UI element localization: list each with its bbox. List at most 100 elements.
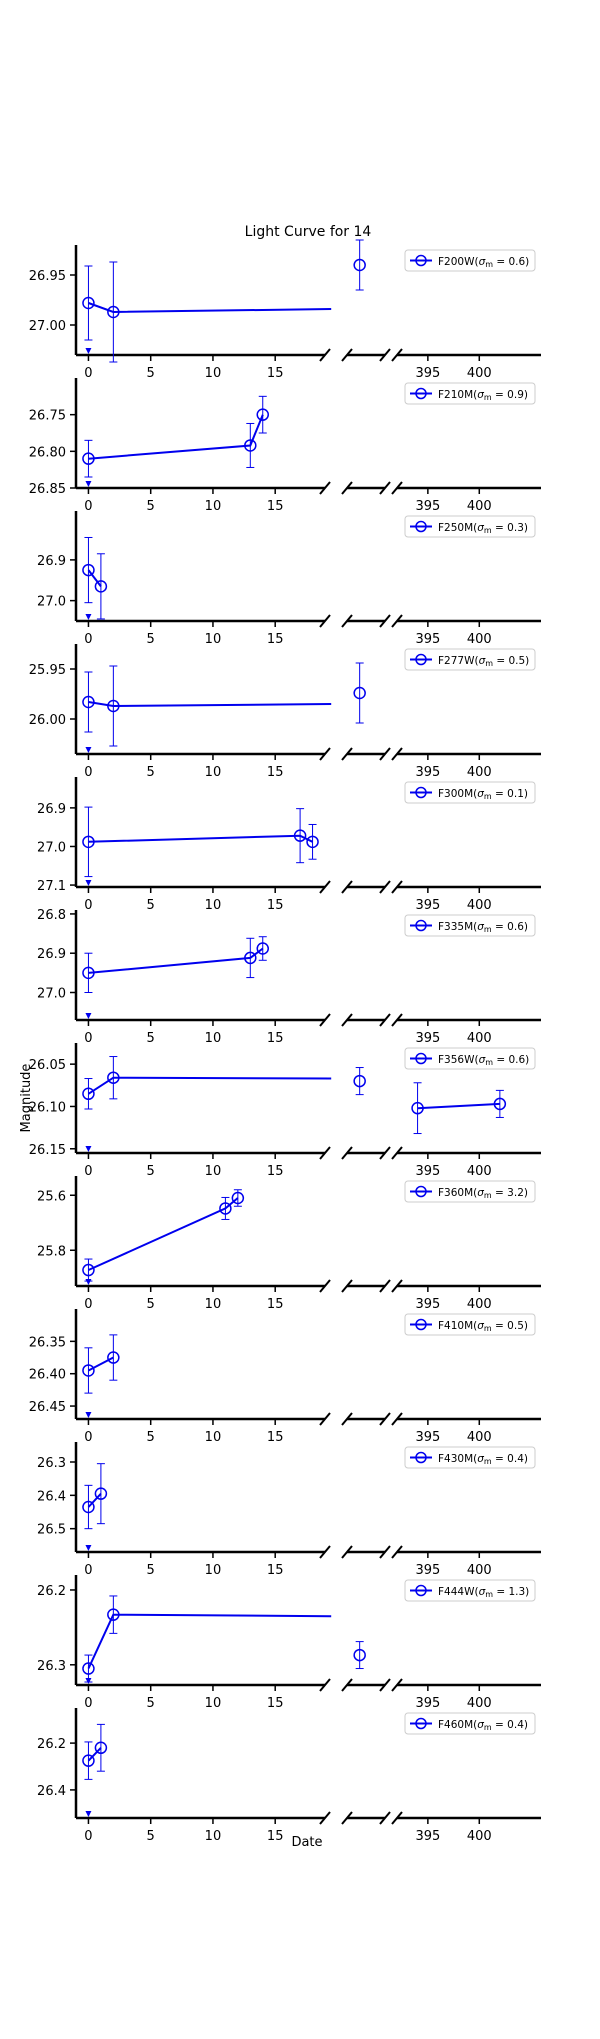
data-point bbox=[231, 1191, 245, 1205]
x-tick-label: 395 bbox=[415, 1430, 440, 1445]
x-tick-label: 10 bbox=[205, 1829, 222, 1844]
data-point bbox=[107, 305, 120, 319]
x-tick-label: 400 bbox=[467, 499, 492, 514]
axis-break-mark bbox=[319, 614, 331, 628]
y-tick-label: 26.80 bbox=[29, 445, 66, 460]
x-tick-label: 5 bbox=[147, 898, 155, 913]
legend-marker bbox=[415, 919, 427, 932]
legend-marker bbox=[415, 1318, 427, 1331]
legend-box bbox=[404, 382, 536, 405]
y-tick-label: 26.5 bbox=[37, 1523, 66, 1538]
legend-box bbox=[404, 1313, 536, 1336]
x-tick-label: 5 bbox=[147, 1563, 155, 1578]
axis-break-mark bbox=[379, 348, 391, 362]
y-tick-label: 26.2 bbox=[37, 1737, 66, 1752]
legend-marker bbox=[415, 520, 427, 533]
series-line bbox=[87, 569, 102, 588]
x-tick-label: 15 bbox=[267, 632, 284, 647]
x-tick-label: 5 bbox=[147, 632, 155, 647]
x-tick-label: 10 bbox=[205, 1696, 222, 1711]
axis-break-mark bbox=[391, 481, 403, 495]
data-point bbox=[107, 1071, 120, 1084]
x-tick-label: 15 bbox=[267, 1031, 284, 1046]
legend-box bbox=[404, 249, 536, 272]
x-tick-label: 0 bbox=[84, 499, 92, 514]
limit-arrow-icon bbox=[85, 1412, 92, 1418]
x-tick-label: 395 bbox=[415, 765, 440, 780]
x-tick-label: 5 bbox=[147, 366, 155, 381]
data-point bbox=[94, 1487, 108, 1500]
x-tick-label: 400 bbox=[467, 765, 492, 780]
data-point bbox=[82, 966, 95, 980]
x-tick-label: 0 bbox=[84, 765, 92, 780]
legend-label: F210M(σm = 0.9) bbox=[438, 389, 528, 402]
x-tick-label: 15 bbox=[267, 1696, 284, 1711]
legend-marker bbox=[415, 1717, 427, 1730]
x-tick-label: 0 bbox=[84, 1563, 92, 1578]
data-point bbox=[411, 1101, 424, 1115]
y-tick-label: 26.4 bbox=[37, 1784, 66, 1799]
legend: F356W(σm = 0.6) bbox=[404, 1047, 536, 1070]
legend: F410M(σm = 0.5) bbox=[404, 1313, 536, 1336]
data-point bbox=[256, 408, 269, 421]
legend-box bbox=[404, 781, 536, 804]
series-line bbox=[417, 1102, 500, 1110]
data-point bbox=[493, 1097, 507, 1111]
y-tick-label: 27.0 bbox=[37, 987, 66, 1002]
axis-break-mark bbox=[341, 1811, 353, 1825]
x-tick-label: 0 bbox=[84, 366, 92, 381]
y-tick-label: 26.8 bbox=[37, 908, 66, 923]
y-tick-label: 25.8 bbox=[37, 1244, 66, 1259]
x-tick-label: 10 bbox=[205, 632, 222, 647]
x-tick-label: 400 bbox=[467, 1829, 492, 1844]
panel-F356W: 26.05 26.10 26.15 0 5 10 15 395 400 F356W(σm = 0.… bbox=[29, 1043, 541, 1179]
legend-marker bbox=[415, 786, 427, 799]
series-line bbox=[88, 701, 332, 708]
data-point bbox=[82, 1754, 95, 1767]
limit-arrow-icon bbox=[85, 747, 92, 753]
x-tick-label: 10 bbox=[205, 1031, 222, 1046]
panel-F360M: 25.6 25.8 0 5 10 15 395 400 F360M(σm = 3.2) bbox=[37, 1176, 541, 1312]
legend: F444W(σm = 1.3) bbox=[404, 1579, 536, 1602]
legend-label: F460M(σm = 0.4) bbox=[438, 1719, 528, 1732]
x-tick-label: 5 bbox=[147, 1031, 155, 1046]
legend: F250M(σm = 0.3) bbox=[404, 515, 536, 538]
legend-box bbox=[404, 515, 536, 538]
legend-label: F200W(σm = 0.6) bbox=[438, 256, 529, 269]
y-tick-label: 26.75 bbox=[29, 409, 66, 424]
y-tick-label: 26.9 bbox=[37, 802, 66, 817]
panel-F444W: 26.2 26.3 0 5 10 15 395 400 F444W(σm = 1.3) bbox=[37, 1575, 541, 1711]
legend: F277W(σm = 0.5) bbox=[404, 648, 536, 671]
axis-break-mark bbox=[391, 1678, 403, 1692]
limit-arrow-icon bbox=[85, 880, 92, 886]
data-point bbox=[82, 1263, 95, 1277]
panel-F210M: 26.75 26.80 26.85 0 5 10 15 395 400 F210M(σm = 0.… bbox=[29, 378, 541, 514]
x-tick-label: 395 bbox=[415, 1696, 440, 1711]
y-tick-label: 25.6 bbox=[37, 1189, 66, 1204]
x-tick-label: 400 bbox=[467, 1297, 492, 1312]
axis-break-mark bbox=[391, 1545, 403, 1559]
x-tick-label: 395 bbox=[415, 1164, 440, 1179]
axis-break-mark bbox=[391, 1013, 403, 1027]
limit-arrow-icon bbox=[85, 348, 92, 354]
series-line bbox=[87, 1747, 102, 1762]
axis-break-mark bbox=[319, 1279, 331, 1293]
axis-break-mark bbox=[341, 880, 353, 894]
data-point bbox=[94, 1741, 108, 1755]
axis-break-mark bbox=[341, 348, 353, 362]
axis-break-mark bbox=[319, 880, 331, 894]
data-point bbox=[82, 695, 95, 709]
axis-break-mark bbox=[319, 1678, 331, 1692]
legend-marker bbox=[415, 653, 427, 666]
x-tick-label: 10 bbox=[205, 1563, 222, 1578]
data-point bbox=[256, 942, 269, 955]
x-tick-label: 395 bbox=[415, 1829, 440, 1844]
axis-break-mark bbox=[341, 747, 353, 761]
axis-break-mark bbox=[391, 1146, 403, 1160]
x-tick-label: 0 bbox=[84, 1829, 92, 1844]
axis-break-mark bbox=[379, 1013, 391, 1027]
y-tick-label: 25.95 bbox=[29, 663, 66, 678]
y-tick-label: 26.45 bbox=[29, 1400, 66, 1415]
axis-break-mark bbox=[379, 614, 391, 628]
legend-box bbox=[404, 1579, 536, 1602]
